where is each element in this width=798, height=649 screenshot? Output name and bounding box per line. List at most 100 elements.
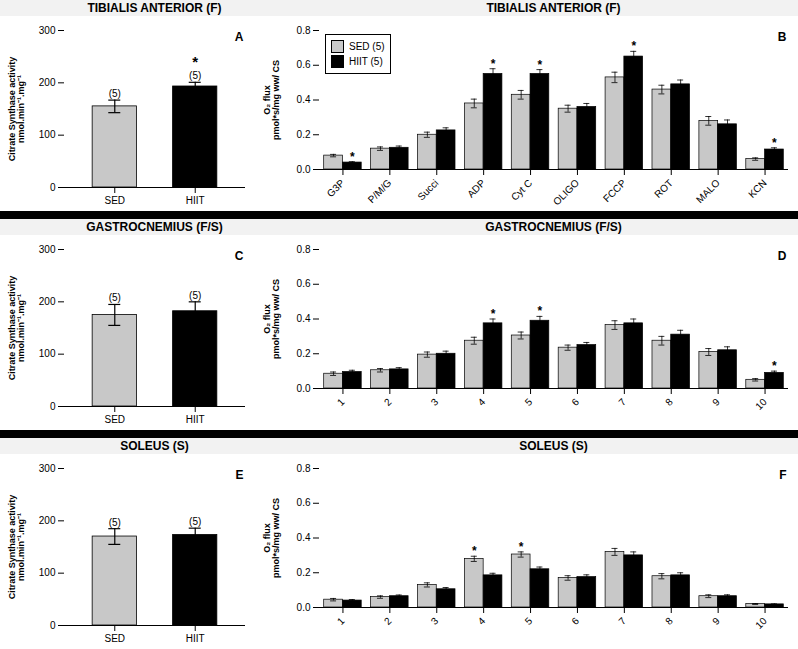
svg-text:Cyt C: Cyt C	[509, 177, 534, 202]
svg-text:*: *	[491, 57, 496, 71]
svg-text:200: 200	[39, 296, 56, 307]
svg-text:0.0: 0.0	[297, 164, 311, 175]
html-text:SOLEUS (S): SOLEUS (S)	[120, 439, 189, 453]
svg-text:HIIT: HIIT	[186, 195, 205, 206]
svg-text:E: E	[235, 468, 243, 482]
svg-text:(5): (5)	[109, 517, 121, 528]
svg-text:*: *	[472, 544, 477, 558]
html-text:TIBIALIS ANTERIOR (F): TIBIALIS ANTERIOR (F)	[87, 1, 222, 15]
svg-text:10: 10	[753, 396, 769, 412]
html-text:GASTROCNEMIUS (F/S): GASTROCNEMIUS (F/S)	[86, 220, 223, 234]
svg-text:(5): (5)	[189, 290, 201, 301]
svg-text:9: 9	[710, 396, 722, 408]
svg-text:Citrate Synthase activitynmol.: Citrate Synthase activitynmol.min⁻¹.mg⁻¹	[7, 276, 26, 381]
svg-text:Citrate Synthase activitynmol.: Citrate Synthase activitynmol.min⁻¹.mg⁻¹	[7, 495, 26, 600]
svg-text:5: 5	[523, 396, 535, 408]
svg-text:ROT: ROT	[652, 177, 675, 200]
svg-text:0.2: 0.2	[297, 348, 311, 359]
svg-text:0.6: 0.6	[297, 278, 311, 289]
svg-text:0.4: 0.4	[297, 313, 311, 324]
svg-text:0.6: 0.6	[297, 59, 311, 70]
svg-text:8: 8	[663, 615, 675, 627]
html-text:SED (5): SED (5)	[349, 41, 385, 52]
svg-text:0: 0	[50, 401, 56, 412]
svg-text:4: 4	[476, 396, 488, 408]
svg-text:SED: SED	[104, 633, 125, 644]
svg-text:*: *	[631, 39, 636, 53]
svg-text:HIIT: HIIT	[186, 633, 205, 644]
svg-text:0.0: 0.0	[297, 383, 311, 394]
svg-text:10: 10	[753, 615, 769, 631]
svg-text:F: F	[779, 468, 786, 482]
svg-text:2: 2	[382, 396, 394, 408]
svg-text:200: 200	[39, 515, 56, 526]
svg-text:D: D	[778, 249, 787, 263]
svg-text:0.2: 0.2	[297, 129, 311, 140]
svg-text:0.4: 0.4	[297, 532, 311, 543]
svg-text:Succi: Succi	[415, 177, 440, 202]
svg-text:O₂ fluxpmol*s/mg ww/ CS: O₂ fluxpmol*s/mg ww/ CS	[262, 279, 281, 359]
svg-text:O₂ fluxpmol*s/mg ww/ CS: O₂ fluxpmol*s/mg ww/ CS	[262, 498, 281, 578]
svg-text:4: 4	[476, 615, 488, 627]
svg-text:100: 100	[39, 129, 56, 140]
svg-text:O₂ fluxpmol*s/mg ww/ CS: O₂ fluxpmol*s/mg ww/ CS	[262, 60, 281, 140]
svg-text:100: 100	[39, 567, 56, 578]
svg-text:*: *	[772, 136, 777, 150]
svg-text:C: C	[235, 249, 244, 263]
svg-text:(5): (5)	[109, 88, 121, 99]
svg-text:*: *	[350, 150, 355, 164]
svg-text:6: 6	[569, 396, 581, 408]
svg-text:0.6: 0.6	[297, 497, 311, 508]
svg-text:200: 200	[39, 77, 56, 88]
svg-text:0.2: 0.2	[297, 567, 311, 578]
svg-text:KCN: KCN	[746, 177, 769, 200]
svg-text:2: 2	[382, 615, 394, 627]
svg-text:0.8: 0.8	[297, 244, 311, 255]
svg-text:A: A	[235, 30, 244, 44]
svg-text:OLIGO: OLIGO	[551, 177, 581, 207]
svg-text:300: 300	[39, 244, 56, 255]
svg-text:300: 300	[39, 463, 56, 474]
svg-text:1: 1	[335, 615, 347, 627]
svg-text:*: *	[538, 58, 543, 72]
svg-text:SED: SED	[104, 414, 125, 425]
svg-text:0: 0	[50, 182, 56, 193]
svg-text:Citrate Synthase activitynmol.: Citrate Synthase activitynmol.min⁻¹.mg⁻¹	[7, 57, 26, 162]
svg-text:0.8: 0.8	[297, 25, 311, 36]
svg-text:0.0: 0.0	[297, 602, 311, 613]
svg-text:9: 9	[710, 615, 722, 627]
svg-text:HIIT: HIIT	[186, 414, 205, 425]
html-text:SOLEUS (S): SOLEUS (S)	[519, 439, 588, 453]
svg-text:0.4: 0.4	[297, 94, 311, 105]
svg-text:G3P: G3P	[325, 177, 347, 199]
svg-text:*: *	[538, 304, 543, 318]
svg-text:0: 0	[50, 620, 56, 631]
svg-text:1: 1	[335, 396, 347, 408]
svg-text:3: 3	[429, 615, 441, 627]
svg-text:B: B	[778, 30, 787, 44]
svg-text:(5): (5)	[189, 70, 201, 81]
html-text:GASTROCNEMIUS (F/S): GASTROCNEMIUS (F/S)	[485, 220, 622, 234]
svg-text:*: *	[491, 307, 496, 321]
svg-text:(5): (5)	[189, 516, 201, 527]
svg-text:ADP: ADP	[465, 177, 488, 200]
svg-text:*: *	[772, 359, 777, 373]
svg-text:6: 6	[569, 615, 581, 627]
svg-text:*: *	[519, 540, 524, 554]
svg-text:SED: SED	[104, 195, 125, 206]
svg-text:5: 5	[523, 615, 535, 627]
svg-text:MALO: MALO	[694, 177, 722, 205]
svg-text:FCCP: FCCP	[601, 177, 628, 204]
svg-text:P/M/G: P/M/G	[366, 177, 394, 205]
svg-text:*: *	[192, 53, 198, 70]
html-text:TIBIALIS ANTERIOR (F): TIBIALIS ANTERIOR (F)	[486, 1, 621, 15]
svg-text:7: 7	[616, 396, 628, 408]
svg-text:(5): (5)	[109, 292, 121, 303]
svg-text:100: 100	[39, 348, 56, 359]
svg-text:7: 7	[616, 615, 628, 627]
svg-text:8: 8	[663, 396, 675, 408]
svg-text:0.8: 0.8	[297, 463, 311, 474]
html-text:HIIT (5): HIIT (5)	[349, 56, 383, 67]
svg-text:300: 300	[39, 25, 56, 36]
svg-text:3: 3	[429, 396, 441, 408]
